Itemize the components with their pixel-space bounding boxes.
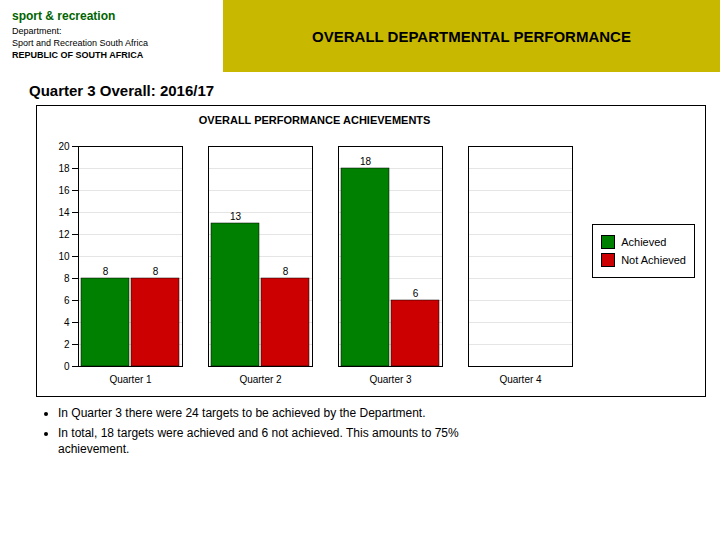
html-text:In total, 18 targets were achi: In total, 18 targets were achieved and 6… — [58, 426, 459, 440]
svg-text:0: 0 — [64, 361, 70, 372]
svg-text:8: 8 — [103, 266, 109, 277]
svg-text:18: 18 — [360, 156, 372, 167]
svg-text:8: 8 — [64, 273, 70, 284]
html-text:Department:: Department: — [12, 26, 62, 36]
html-text:REPUBLIC OF SOUTH AFRICA: REPUBLIC OF SOUTH AFRICA — [12, 50, 144, 60]
svg-text:Quarter 2: Quarter 2 — [239, 374, 282, 385]
svg-text:6: 6 — [413, 288, 419, 299]
html-text:Achieved: Achieved — [621, 236, 667, 248]
svg-text:8: 8 — [153, 266, 159, 277]
svg-text:20: 20 — [58, 141, 70, 152]
svg-text:4: 4 — [64, 317, 70, 328]
html-text:achievement.: achievement. — [58, 442, 130, 456]
svg-text:14: 14 — [58, 207, 70, 218]
svg-text:Quarter 4: Quarter 4 — [499, 374, 542, 385]
html-text:In Quarter 3 there were 24 tar: In Quarter 3 there were 24 targets to be… — [58, 406, 426, 420]
html-text:OVERALL DEPARTMENTAL PERFORMAN: OVERALL DEPARTMENTAL PERFORMANCE — [312, 27, 631, 45]
svg-text:10: 10 — [58, 251, 70, 262]
html-text:Sport and Recreation South Afr: Sport and Recreation South Africa — [12, 38, 149, 48]
html-text:OVERALL PERFORMANCE ACHIEVEMEN: OVERALL PERFORMANCE ACHIEVEMENTS — [198, 114, 431, 126]
svg-text:Quarter 1: Quarter 1 — [109, 374, 152, 385]
svg-text:12: 12 — [58, 229, 70, 240]
svg-text:13: 13 — [230, 211, 242, 222]
svg-text:2: 2 — [64, 339, 70, 350]
svg-text:16: 16 — [58, 185, 70, 196]
svg-text:18: 18 — [58, 163, 70, 174]
svg-text:8: 8 — [283, 266, 289, 277]
html-text:Not Achieved: Not Achieved — [621, 254, 686, 266]
svg-text:Quarter 3: Quarter 3 — [369, 374, 412, 385]
html-text:Quarter 3 Overall: 2016/17: Quarter 3 Overall: 2016/17 — [29, 82, 215, 99]
svg-text:6: 6 — [64, 295, 70, 306]
html-text:sport & recreation: sport & recreation — [12, 9, 116, 23]
